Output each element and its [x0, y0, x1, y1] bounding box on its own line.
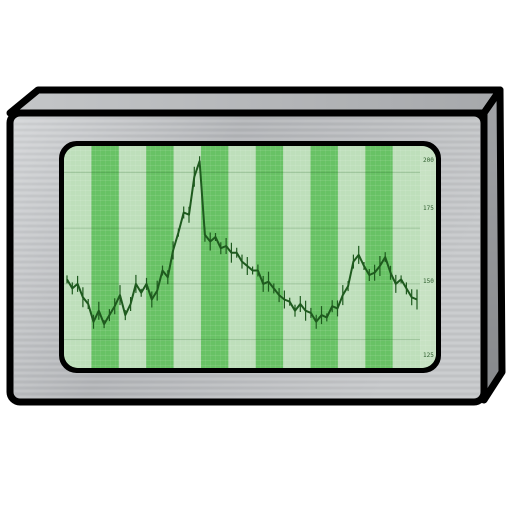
y-axis-label-175: 175	[423, 205, 434, 212]
chart-gridlines	[64, 171, 420, 341]
y-axis-label-150: 150	[423, 278, 434, 285]
y-axis-label-200: 200	[423, 157, 434, 164]
y-axis-labels: 200 175 150 125	[423, 157, 434, 359]
price-chart	[66, 156, 418, 329]
screen: 200 175 150 125	[59, 141, 441, 373]
y-axis-label-125: 125	[423, 352, 434, 359]
